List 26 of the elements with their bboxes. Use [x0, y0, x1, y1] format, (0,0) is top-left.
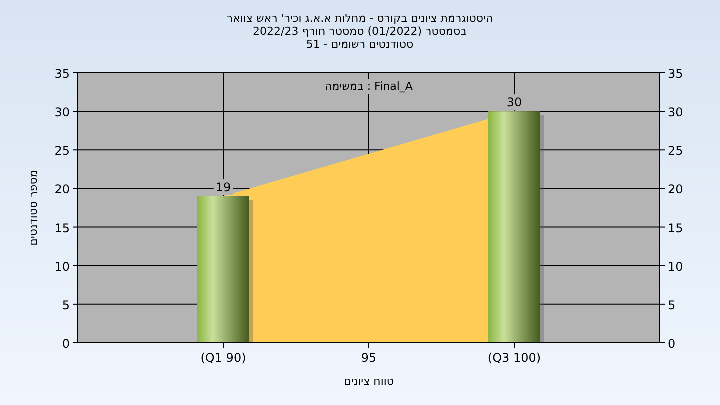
chart-title: היסטוגרמת ציונים בקורס - מחלות א.א.ג וכיר' ראש צוואר [226, 12, 494, 25]
y-tick-label: 0 [62, 337, 70, 351]
y-axis-title: מספר סטודנטים [27, 170, 40, 246]
y-tick-label: 35 [54, 67, 70, 81]
x-axis-title: טווח ציונים [344, 375, 394, 388]
y-tick-label: 5 [62, 298, 70, 312]
annotation: במשימה : Final_A [325, 80, 414, 93]
y2-tick-label: 15 [668, 221, 684, 236]
y2-tick-label: 5 [668, 298, 676, 312]
x-tick-label: 95 [361, 351, 377, 365]
y-tick-label: 20 [54, 182, 70, 197]
data-label: 19 [216, 180, 232, 194]
y2-tick-label: 10 [668, 260, 684, 274]
x-tick-label: (Q1 90) [200, 351, 246, 365]
y2-tick-label: 20 [668, 182, 684, 197]
y-tick-label: 10 [54, 260, 70, 274]
y2-tick-label: 30 [668, 106, 684, 120]
x-tick-label: (Q3 100) [488, 351, 542, 365]
y2-tick-label: 25 [668, 144, 684, 158]
chart-subtitle: בסמסטר (01/2022) סמסטר חורף 2022/23 סטודנטים רשומים - 51 [253, 25, 467, 51]
data-label: 30 [506, 96, 522, 110]
y2-tick-label: 35 [668, 67, 684, 81]
y-tick-label: 25 [54, 144, 70, 158]
y-tick-label: 15 [54, 221, 70, 236]
y-tick-label: 30 [54, 106, 70, 120]
y2-tick-label: 0 [668, 337, 676, 351]
